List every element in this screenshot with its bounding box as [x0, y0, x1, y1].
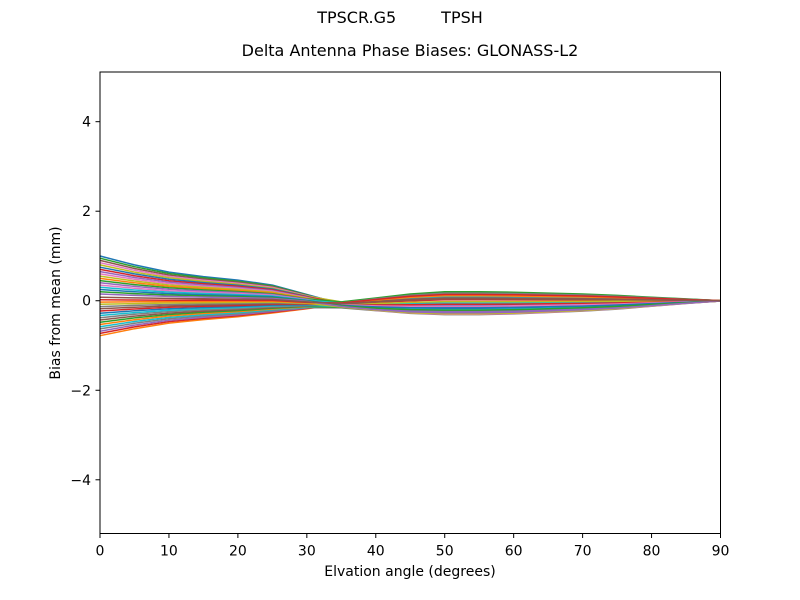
- series-line: [99, 288, 721, 309]
- x-axis-label: Elvation angle (degrees): [324, 564, 496, 580]
- y-axis-label: Bias from mean (mm): [48, 226, 64, 380]
- series-line: [99, 284, 721, 307]
- x-tick-label: 60: [505, 544, 523, 560]
- series-lines: [99, 255, 721, 337]
- y-tick-label: 0: [82, 294, 91, 310]
- axis-ticks: 0 10 20 30 40 50 60 70 80 90 −4 −2 0 2 4: [70, 115, 729, 560]
- x-tick-label: 50: [436, 544, 454, 560]
- series-line: [99, 279, 721, 303]
- chart-subtitle: Delta Antenna Phase Biases: GLONASS-L2: [241, 41, 579, 60]
- antenna-name: TPSCR.G5: [317, 8, 397, 27]
- radome-name: TPSH: [441, 8, 483, 27]
- x-tick-label: 70: [574, 544, 592, 560]
- y-tick-label: −4: [70, 473, 91, 489]
- x-tick-label: 40: [367, 544, 385, 560]
- x-tick-label: 10: [160, 544, 178, 560]
- series-line: [99, 275, 721, 305]
- y-tick-label: 2: [82, 204, 91, 220]
- axes-frame: [99, 71, 721, 534]
- series-line: [99, 300, 721, 328]
- x-tick-label: 0: [96, 544, 105, 560]
- x-tick-label: 90: [712, 544, 730, 560]
- series-line: [99, 282, 721, 313]
- series-line: [99, 291, 721, 311]
- figure-title: TPSCR.G5 TPSH: [90, 8, 710, 27]
- y-tick-label: 4: [82, 115, 91, 131]
- series-line: [99, 293, 721, 314]
- x-tick-label: 30: [298, 544, 316, 560]
- x-tick-label: 80: [643, 544, 661, 560]
- plot-frame: [99, 71, 721, 534]
- series-line: [99, 292, 721, 308]
- series-line: [99, 300, 721, 312]
- series-line: [99, 296, 721, 305]
- series-line: [99, 293, 721, 304]
- x-tick-label: 20: [229, 544, 247, 560]
- y-tick-label: −2: [70, 383, 91, 399]
- series-line: [99, 295, 721, 305]
